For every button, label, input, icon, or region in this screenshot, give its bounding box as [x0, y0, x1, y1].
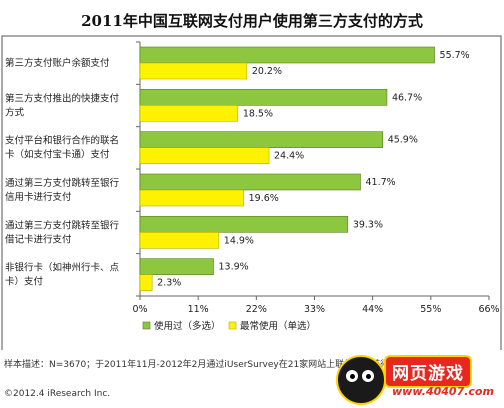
bar-series1	[139, 89, 388, 106]
bar-series1	[139, 216, 349, 233]
badge-url: www.40407.com	[392, 385, 494, 398]
bar-series2	[139, 274, 153, 291]
bar-series1	[139, 131, 384, 148]
bar-label-series1: 55.7%	[440, 50, 470, 61]
category-label: 卡（如支付宝卡通）支付	[5, 149, 110, 161]
mascot-logo-icon	[336, 355, 386, 405]
bar-chart: 0% 11% 22% 33% 44% 55% 66% 55.7% 20.2% 第三方支付账户余额支…	[1, 35, 502, 350]
category-label: 第三方支付推出的快捷支付	[5, 92, 120, 104]
bar-series1	[139, 173, 361, 191]
x-tick-label: 0%	[132, 304, 147, 315]
bar-series2	[139, 147, 270, 164]
bar-series2	[139, 189, 244, 207]
source-note: 样本描述：N=3670；于2011年11月-2012年2月通过iUserSurv…	[4, 360, 390, 370]
category-label: 通过第三方支付跳转至银行	[5, 177, 120, 189]
legend-label: 使用过（多选）	[154, 320, 221, 332]
chart-border	[1, 35, 502, 350]
category-label: 非银行卡（如神州行卡、点	[5, 262, 120, 274]
chart-title: 2011年中国互联网支付用户使用第三方支付的方式	[81, 12, 423, 30]
x-tick-label: 55%	[420, 304, 441, 315]
bar-label-series2: 2.3%	[157, 278, 181, 289]
legend-swatch	[142, 321, 151, 330]
bar-series2	[139, 105, 239, 122]
legend-swatch	[228, 321, 237, 330]
bar-label-series2: 24.4%	[274, 151, 304, 162]
bar-label-series2: 20.2%	[252, 66, 282, 77]
category-label: 信用卡进行支付	[5, 191, 72, 203]
category-label: 第三方支付账户余额支付	[5, 57, 110, 69]
bar-series1	[139, 46, 435, 64]
x-tick-label: 44%	[362, 304, 383, 315]
x-tick-label: 33%	[304, 304, 325, 315]
legend-label: 最常使用（单选）	[240, 320, 316, 332]
bar-label-series1: 46.7%	[392, 92, 422, 103]
bar-label-series2: 18.5%	[243, 108, 273, 119]
bar-label-series1: 39.3%	[353, 219, 383, 230]
bar-label-series2: 19.6%	[249, 193, 279, 204]
bar-label-series1: 13.9%	[219, 262, 249, 273]
category-label: 支付平台和银行合作的联名	[5, 135, 119, 147]
badge-name: 网页游戏	[384, 355, 472, 388]
category-label: 借记卡进行支付	[5, 233, 72, 245]
x-tick-label: 11%	[188, 304, 209, 315]
x-tick-label: 22%	[246, 304, 267, 315]
bar-label-series2: 14.9%	[224, 235, 254, 246]
x-tick-label: 66%	[478, 304, 499, 315]
bar-series1	[139, 258, 214, 275]
bar-series2	[139, 232, 220, 249]
copyright-text: ©2012.4 iResearch Inc.	[4, 389, 111, 399]
category-label: 通过第三方支付跳转至银行	[5, 219, 120, 231]
bar-label-series1: 45.9%	[388, 135, 418, 146]
category-label: 卡）支付	[5, 276, 44, 288]
bar-series2	[139, 62, 248, 80]
bar-label-series1: 41.7%	[366, 177, 396, 188]
site-badge: 网页游戏 www.40407.com	[330, 353, 500, 405]
category-label: 方式	[5, 106, 25, 118]
